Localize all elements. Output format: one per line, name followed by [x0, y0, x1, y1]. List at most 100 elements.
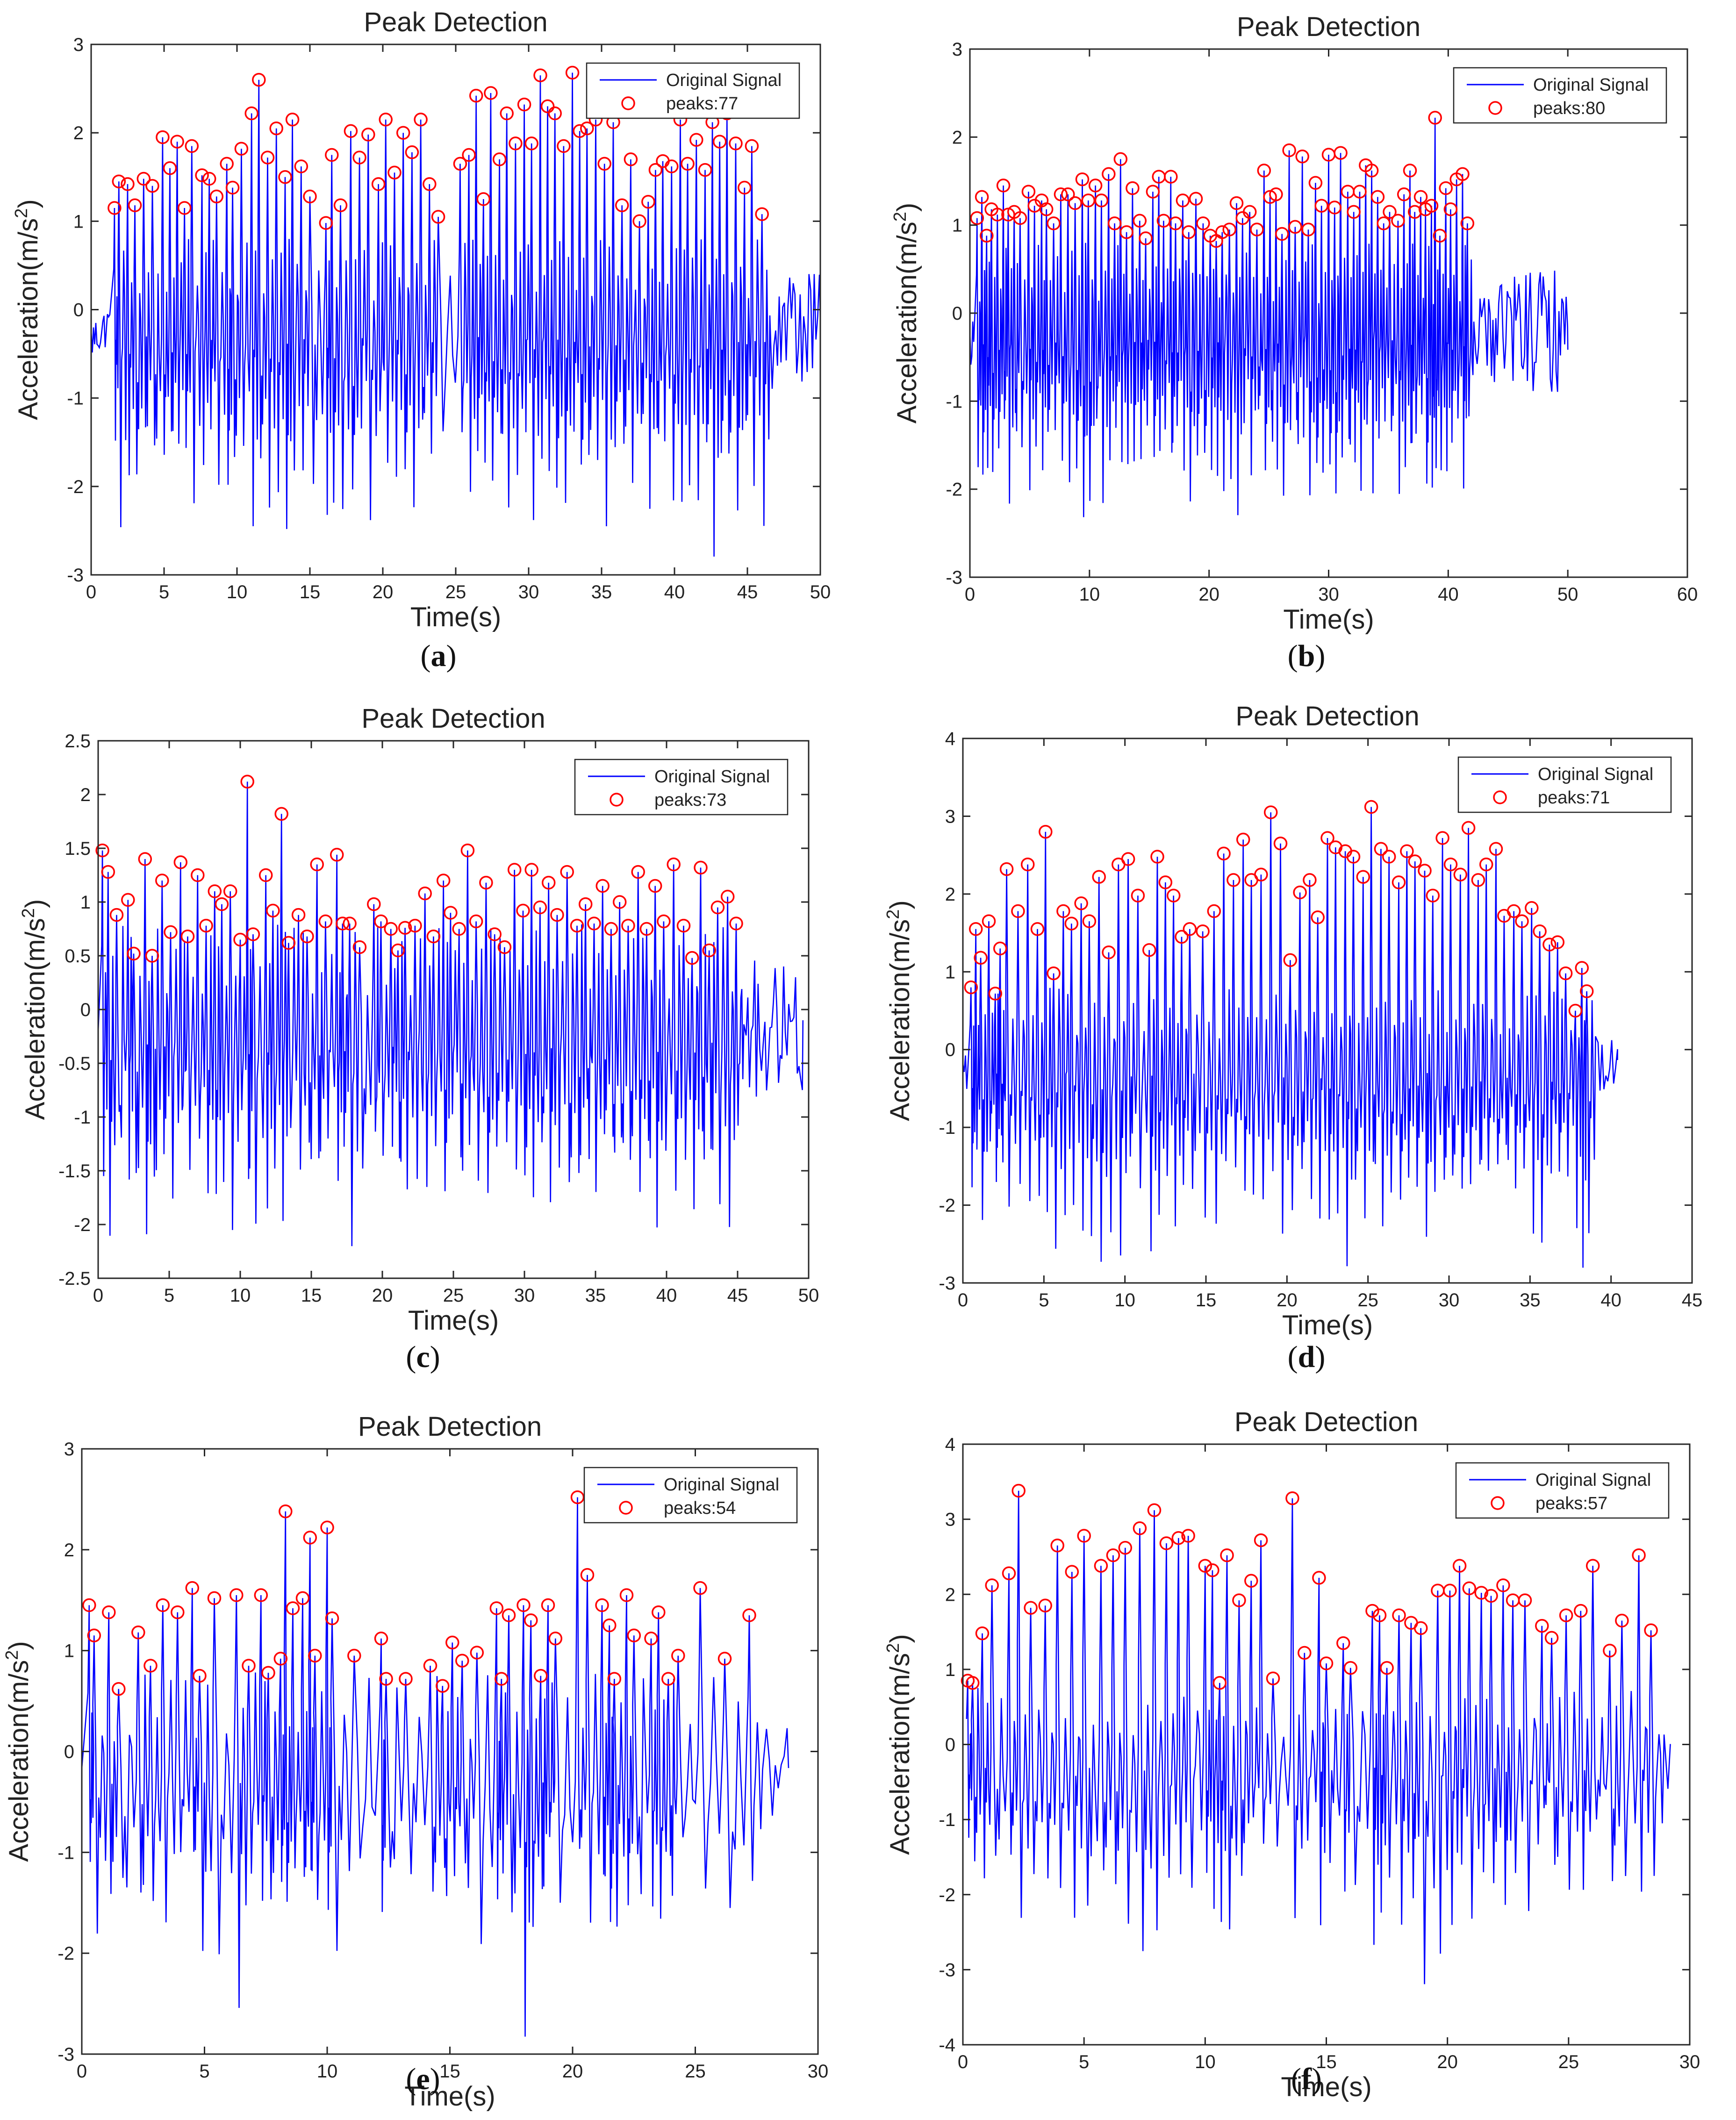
- peak-marker: [1263, 805, 1278, 819]
- peak-marker: [347, 1648, 361, 1663]
- peak-marker: [361, 128, 375, 142]
- y-axis-label: Acceleration(m/s2): [883, 1634, 915, 1855]
- peak-marker: [145, 179, 159, 193]
- y-axis-label: Acceleration(m/s2): [890, 203, 922, 423]
- y-axis-label: Acceleration(m/s2): [883, 900, 915, 1121]
- peak-marker: [1030, 922, 1045, 936]
- legend-peaks-swatch: [619, 1501, 633, 1515]
- y-tick-label: -3: [939, 1273, 955, 1294]
- peak-marker: [436, 874, 451, 888]
- y-tick-label: 1: [73, 211, 84, 232]
- peak-marker: [320, 1520, 334, 1535]
- peak-marker: [557, 139, 571, 153]
- x-tick-label: 5: [1079, 2052, 1089, 2072]
- peak-marker: [1574, 1604, 1588, 1618]
- x-tick-label: 35: [591, 582, 612, 602]
- peak-marker: [408, 918, 422, 933]
- peak-marker: [534, 1669, 548, 1683]
- peak-marker: [1644, 1623, 1658, 1638]
- peak-marker: [1212, 1676, 1227, 1690]
- peak-marker: [1283, 953, 1298, 967]
- x-tick-label: 35: [585, 1285, 606, 1306]
- peak-marker: [1113, 152, 1128, 166]
- peak-marker: [112, 174, 126, 188]
- peak-marker: [1232, 1593, 1246, 1607]
- peak-marker: [336, 917, 350, 931]
- peak-marker: [1215, 225, 1229, 239]
- peak-marker: [414, 113, 428, 127]
- peak-marker: [1088, 179, 1103, 193]
- chart-title: Peak Detection: [1237, 12, 1420, 42]
- peak-marker: [1314, 199, 1328, 213]
- peak-marker: [128, 198, 142, 213]
- peak-marker: [1403, 164, 1417, 178]
- peak-marker: [565, 65, 580, 80]
- panel-caption: (e): [406, 2062, 440, 2096]
- peak-marker: [1433, 229, 1447, 243]
- signal-line: [98, 781, 804, 1246]
- y-tick-label: 1: [80, 892, 91, 913]
- peak-marker: [131, 1626, 145, 1640]
- peak-marker: [1074, 896, 1088, 910]
- peak-marker: [1293, 885, 1307, 900]
- peak-marker: [550, 908, 564, 922]
- peak-marker: [689, 133, 703, 147]
- x-axis-label: Time(s): [410, 602, 501, 632]
- peak-marker: [1142, 943, 1156, 957]
- peak-marker: [999, 862, 1014, 876]
- peak-marker: [1353, 185, 1367, 199]
- peak-marker: [1047, 966, 1061, 981]
- peak-marker: [641, 194, 655, 209]
- x-tick-label: 35: [1520, 1290, 1541, 1311]
- peak-marker: [469, 914, 483, 929]
- y-tick-label: -2: [939, 1196, 955, 1216]
- peak-marker: [1133, 214, 1147, 228]
- x-tick-label: 15: [439, 2061, 460, 2082]
- peak-marker: [1288, 220, 1302, 234]
- peak-marker: [1380, 1661, 1394, 1675]
- peak-marker: [1301, 222, 1315, 236]
- peak-marker: [1106, 1548, 1120, 1562]
- x-tick-label: 10: [227, 582, 248, 602]
- peak-marker: [1568, 1003, 1583, 1018]
- signal-line: [970, 117, 1569, 517]
- peak-marker: [145, 949, 159, 963]
- axes-box: [81, 1448, 819, 2055]
- peak-marker: [1484, 1589, 1498, 1603]
- peak-marker: [109, 908, 124, 922]
- peak-marker: [170, 135, 184, 149]
- peak-marker: [1413, 1621, 1428, 1635]
- axes-box: [962, 1443, 1691, 2046]
- peak-marker: [330, 848, 344, 862]
- peak-marker: [607, 1672, 622, 1686]
- peak-marker: [1370, 190, 1385, 204]
- peak-marker: [1435, 831, 1449, 845]
- y-tick-label: 3: [945, 806, 955, 827]
- x-tick-label: 40: [664, 582, 685, 602]
- peak-marker: [379, 113, 393, 127]
- legend-peaks-swatch: [1488, 101, 1502, 115]
- peak-marker: [980, 229, 994, 243]
- peak-marker: [1391, 214, 1405, 228]
- peak-marker: [273, 1652, 288, 1666]
- peak-marker: [1336, 1636, 1350, 1650]
- x-tick-label: 30: [1318, 584, 1339, 605]
- peak-marker: [173, 855, 188, 869]
- peak-marker: [1364, 164, 1379, 178]
- peak-marker: [580, 121, 594, 136]
- legend-peaks-label: peaks:71: [1538, 788, 1610, 808]
- x-tick-label: 15: [300, 582, 321, 602]
- peak-marker: [1426, 888, 1440, 902]
- peak-marker: [604, 922, 618, 936]
- peak-marker: [303, 1531, 317, 1545]
- peak-marker: [1056, 904, 1070, 918]
- peak-marker: [391, 943, 405, 958]
- y-tick-label: 3: [73, 35, 84, 55]
- peak-marker: [112, 1682, 126, 1696]
- peak-marker: [333, 198, 348, 213]
- legend-box: [583, 1467, 798, 1524]
- peak-marker: [1603, 1643, 1617, 1658]
- peak-marker: [82, 1598, 96, 1612]
- peak-marker: [1217, 846, 1231, 861]
